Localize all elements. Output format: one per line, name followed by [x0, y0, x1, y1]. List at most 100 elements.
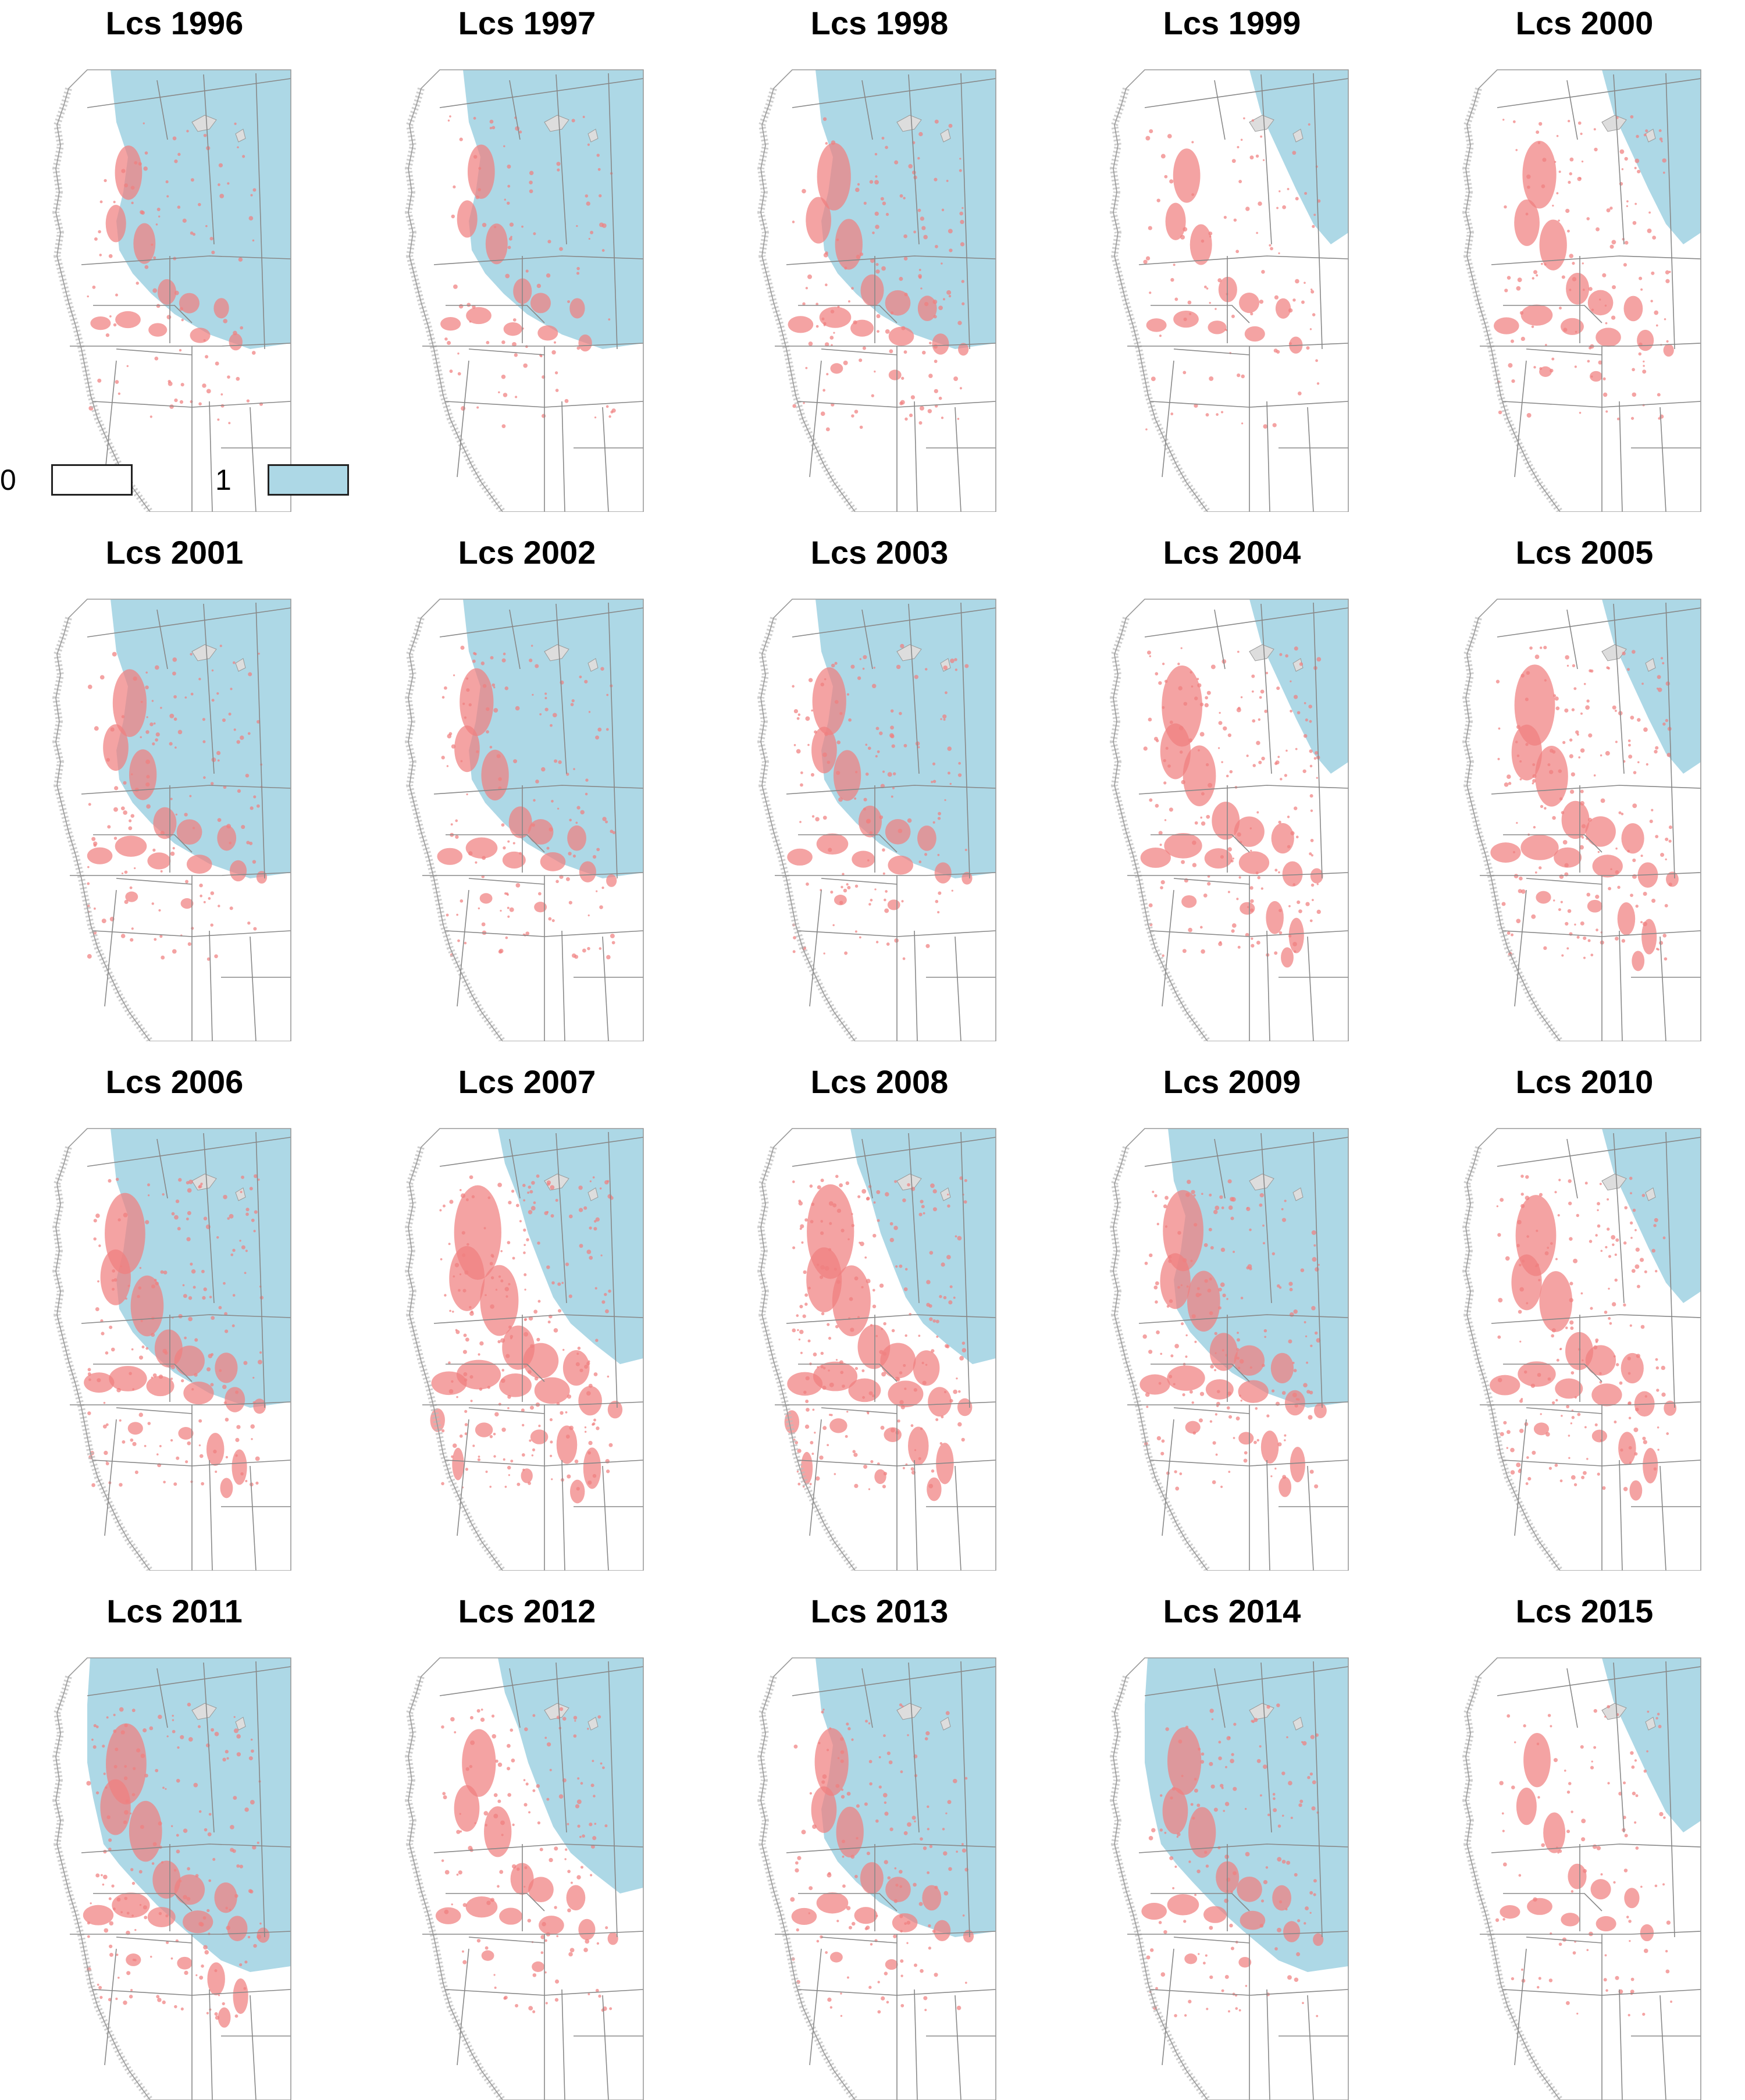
border-line: [1138, 1843, 1349, 1853]
overlay-dot: [470, 1400, 473, 1403]
overlay-dot: [1655, 324, 1658, 327]
overlay-dot: [1170, 412, 1174, 415]
overlay-dot: [1286, 1736, 1288, 1739]
overlay-dot: [123, 781, 127, 785]
overlay-dot: [503, 1458, 505, 1461]
overlay-dot: [907, 1822, 911, 1827]
overlay-blob: [100, 1249, 131, 1305]
overlay-dot: [145, 759, 151, 764]
overlay-dot: [914, 675, 918, 679]
overlay-dot: [1521, 1968, 1523, 1971]
overlay-dot: [1224, 1898, 1228, 1903]
overlay-dot: [1655, 1366, 1659, 1370]
overlay-dot: [1599, 298, 1601, 301]
overlay-dot: [1566, 1405, 1570, 1409]
overlay-blob: [1592, 855, 1623, 878]
overlay-dot: [478, 1353, 480, 1356]
overlay-dot: [1201, 821, 1206, 826]
overlay-dot: [1309, 852, 1312, 856]
overlay-dot: [447, 734, 452, 739]
overlay-dot: [205, 355, 209, 359]
overlay-dot: [945, 1344, 949, 1348]
overlay-blob: [1591, 1383, 1622, 1407]
overlay-dot: [821, 1780, 825, 1784]
panel-title: Lcs 2009: [1163, 1063, 1301, 1100]
overlay-dot: [172, 657, 177, 662]
overlay-dot: [1550, 1242, 1553, 1245]
border-line: [1526, 878, 1602, 885]
overlay-blob: [84, 1372, 115, 1393]
overlay-dot: [1605, 410, 1608, 413]
overlay-dot: [1511, 379, 1515, 383]
overlay-dot: [923, 1846, 927, 1850]
overlay-dot: [140, 736, 142, 739]
overlay-dot: [937, 853, 940, 856]
overlay-dot: [828, 1369, 830, 1372]
overlay-dot: [173, 695, 177, 699]
overlay-dot: [252, 1376, 255, 1379]
overlay-dot: [209, 237, 213, 241]
overlay-dot: [1191, 685, 1194, 688]
lake-shape: [1645, 1717, 1656, 1731]
overlay-dot: [1590, 1307, 1593, 1310]
overlay-dot: [565, 1411, 568, 1414]
overlay-dot: [528, 1370, 532, 1374]
overlay-dot: [1317, 199, 1321, 203]
overlay-dot: [1497, 757, 1500, 760]
overlay-dot: [828, 1337, 832, 1340]
overlay-dot: [489, 119, 494, 124]
overlay-dot: [1312, 225, 1315, 228]
overlay-dot: [1146, 1405, 1149, 1408]
overlay-dot: [459, 1434, 463, 1438]
overlay-dot: [495, 1759, 498, 1763]
overlay-dot: [174, 746, 177, 749]
overlay-dot: [172, 1714, 174, 1717]
overlay-dot: [922, 350, 926, 355]
overlay-dot: [1187, 300, 1192, 305]
overlay-dot: [532, 1789, 536, 1792]
overlay-dot: [127, 1284, 130, 1287]
border-line: [439, 78, 644, 108]
border-line: [555, 1133, 567, 1304]
border-line: [203, 1662, 215, 1833]
overlay-dot: [590, 1874, 593, 1877]
overlay-dot: [1526, 1235, 1529, 1238]
overlay-dot: [187, 1188, 192, 1193]
overlay-dot: [923, 1996, 928, 2001]
overlay-dot: [1541, 184, 1545, 188]
overlay-dot: [575, 1362, 580, 1366]
land-outline: [1113, 69, 1349, 512]
overlay-dot: [134, 161, 138, 165]
overlay-dot: [918, 1457, 921, 1461]
overlay-dot: [604, 1824, 608, 1828]
overlay-dot: [88, 1378, 91, 1382]
overlay-dot: [1174, 297, 1178, 301]
overlay-dot: [586, 201, 590, 206]
overlay-dot: [926, 1280, 931, 1284]
overlay-dot: [1303, 734, 1308, 738]
overlay-dot: [500, 1338, 505, 1343]
overlay-dot: [1236, 1348, 1240, 1351]
overlay-dot: [1149, 129, 1153, 134]
overlay-dot: [875, 1914, 878, 1917]
overlay-dot: [1261, 756, 1265, 761]
overlay-dot: [927, 409, 932, 414]
overlay-dot: [1567, 119, 1570, 123]
overlay-dot: [1218, 1287, 1222, 1292]
overlay-dot: [574, 1459, 579, 1464]
overlay-dot: [1209, 1277, 1212, 1281]
overlay-dot: [515, 706, 520, 711]
overlay-dot: [529, 1190, 533, 1194]
overlay-dot: [1600, 754, 1602, 757]
overlay-dot: [1569, 738, 1573, 742]
overlay-dot: [1619, 149, 1625, 154]
overlay-dot: [943, 1891, 949, 1896]
overlay-dot: [1615, 1976, 1619, 1980]
overlay-dot: [211, 757, 216, 762]
overlay-dot: [533, 232, 536, 236]
overlay-dot: [1600, 1250, 1603, 1252]
overlay-dot: [130, 773, 133, 775]
overlay-dot: [1192, 863, 1197, 867]
overlay-blob: [1539, 366, 1552, 377]
overlay-dot: [861, 1188, 867, 1194]
